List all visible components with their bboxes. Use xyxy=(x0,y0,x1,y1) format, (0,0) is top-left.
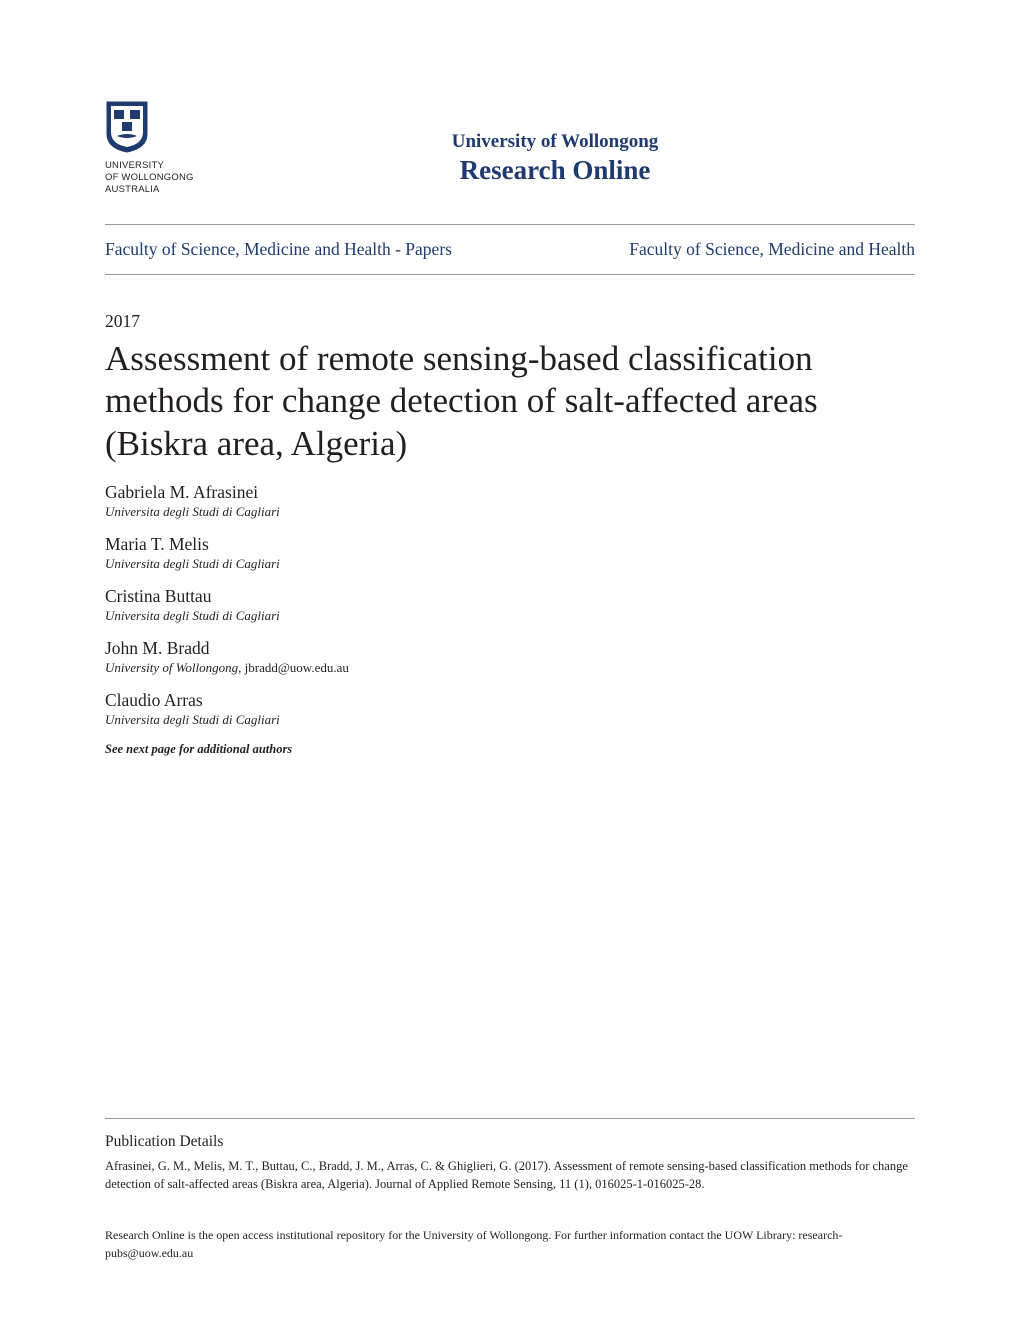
author-name: Cristina Buttau xyxy=(105,586,915,607)
author-item: John M. Bradd University of Wollongong, … xyxy=(105,638,915,676)
site-name: Research Online xyxy=(195,155,915,186)
author-item: Maria T. Melis Universita degli Studi di… xyxy=(105,534,915,572)
breadcrumb: Faculty of Science, Medicine and Health … xyxy=(105,225,915,274)
author-name: Maria T. Melis xyxy=(105,534,915,555)
author-name: Gabriela M. Afrasinei xyxy=(105,482,915,503)
citation-text: Afrasinei, G. M., Melis, M. T., Buttau, … xyxy=(105,1157,915,1193)
breadcrumb-left-link[interactable]: Faculty of Science, Medicine and Health … xyxy=(105,239,452,260)
repository-note: Research Online is the open access insti… xyxy=(105,1227,915,1262)
author-item: Cristina Buttau Universita degli Studi d… xyxy=(105,586,915,624)
breadcrumb-right-link[interactable]: Faculty of Science, Medicine and Health xyxy=(629,239,915,260)
shield-logo-icon xyxy=(105,100,149,154)
author-affiliation: University of Wollongong, jbradd@uow.edu… xyxy=(105,660,915,676)
publication-details-label: Publication Details xyxy=(105,1133,915,1151)
author-affiliation: Universita degli Studi di Cagliari xyxy=(105,504,915,520)
paper-title: Assessment of remote sensing-based class… xyxy=(105,338,915,466)
site-title-block: University of Wollongong Research Online xyxy=(195,131,915,196)
author-affiliation: Universita degli Studi di Cagliari xyxy=(105,556,915,572)
divider-below-breadcrumb xyxy=(105,274,915,275)
author-affiliation: Universita degli Studi di Cagliari xyxy=(105,608,915,624)
author-affiliation: Universita degli Studi di Cagliari xyxy=(105,712,915,728)
author-name: Claudio Arras xyxy=(105,690,915,711)
author-item: Claudio Arras Universita degli Studi di … xyxy=(105,690,915,728)
university-name: University of Wollongong xyxy=(195,131,915,153)
publication-details-block: Publication Details Afrasinei, G. M., Me… xyxy=(105,1118,915,1262)
divider-above-pub-details xyxy=(105,1118,915,1119)
author-name: John M. Bradd xyxy=(105,638,915,659)
author-list: Gabriela M. Afrasinei Universita degli S… xyxy=(105,482,915,757)
see-next-page-note: See next page for additional authors xyxy=(105,742,915,757)
author-item: Gabriela M. Afrasinei Universita degli S… xyxy=(105,482,915,520)
header: UNIVERSITY OF WOLLONGONG AUSTRALIA Unive… xyxy=(105,100,915,196)
publication-year: 2017 xyxy=(105,311,915,332)
